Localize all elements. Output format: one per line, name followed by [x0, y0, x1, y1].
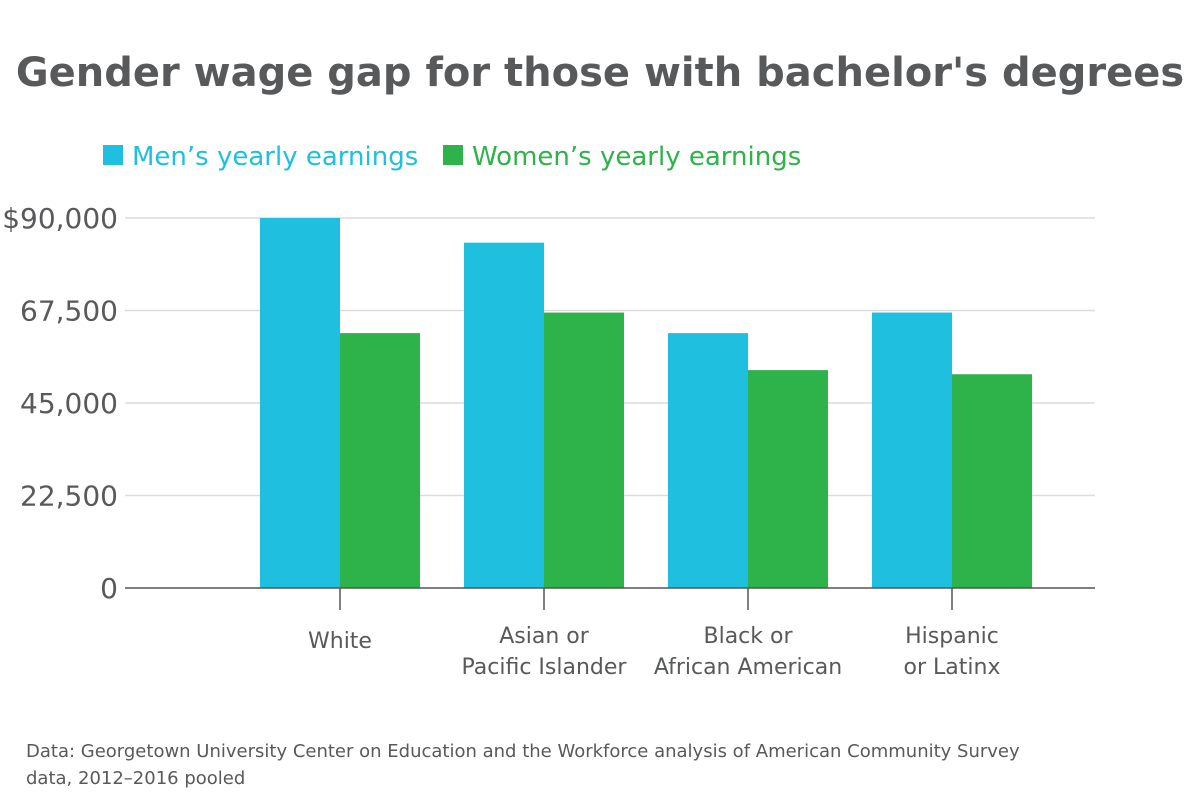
bar-men-0	[260, 218, 340, 588]
y-tick-label: 67,500	[20, 295, 118, 328]
source-note: Data: Georgetown University Center on Ed…	[26, 741, 1020, 789]
bar-women-1	[544, 312, 624, 588]
bar-women-0	[340, 333, 420, 588]
x-tick-label: Hispanic	[905, 624, 999, 649]
legend-label-1: Women’s yearly earnings	[472, 142, 801, 172]
x-tick-label: or Latinx	[904, 655, 1001, 680]
bars	[260, 218, 1032, 588]
y-tick-label: 22,500	[20, 480, 118, 513]
y-tick-label: 45,000	[20, 387, 118, 420]
x-tick-label: White	[308, 629, 372, 654]
source-line: Data: Georgetown University Center on Ed…	[26, 741, 1020, 762]
y-axis: 0 22,500 45,000 67,500 $90,000	[2, 202, 118, 605]
x-tick-label: Asian or	[499, 624, 590, 649]
source-line: data, 2012–2016 pooled	[26, 768, 245, 789]
bar-women-2	[748, 370, 828, 588]
bar-women-3	[952, 374, 1032, 588]
x-axis: White Asian or Pacific Islander Black or Afr…	[308, 588, 1000, 680]
x-tick-label: Black or	[703, 624, 793, 649]
x-tick-label: Pacific Islander	[462, 655, 628, 680]
legend-swatch-1	[443, 145, 463, 165]
legend-label-0: Men’s yearly earnings	[132, 142, 418, 172]
y-tick-label: $90,000	[2, 202, 118, 235]
x-tick-label: African American	[654, 655, 842, 680]
bar-men-1	[464, 242, 544, 588]
bar-men-2	[668, 333, 748, 588]
bar-men-3	[872, 312, 952, 588]
chart-title: Gender wage gap for those with bachelor'…	[16, 50, 1184, 96]
legend-swatch-0	[103, 145, 123, 165]
y-tick-label: 0	[100, 572, 118, 605]
legend: Men’s yearly earnings Women’s yearly earn…	[103, 142, 801, 172]
